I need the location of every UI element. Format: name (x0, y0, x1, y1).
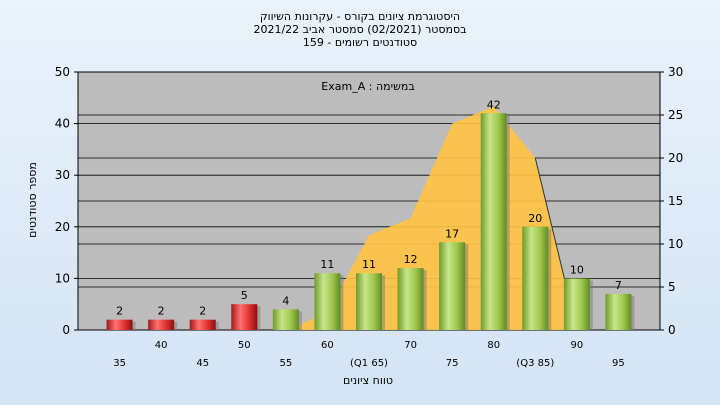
bar-95 (605, 293, 632, 330)
y-tick-label: 0 (62, 323, 70, 337)
chart-annotation: במשימה : Exam_A (321, 80, 414, 93)
x-tick-label: 40 (155, 340, 168, 351)
x-tick-label: 45 (196, 358, 209, 369)
y2-tick-label: 15 (668, 194, 683, 208)
data-label-80: 42 (487, 98, 501, 111)
x-tick-label: (Q1 65) (350, 358, 388, 369)
x-tick-label: (Q3 85) (516, 358, 554, 369)
x-tick-label: 70 (404, 340, 417, 351)
bar-85 (522, 226, 549, 330)
y2-tick-label: 20 (668, 151, 683, 165)
chart-title-block: היסטוגרמת ציונים בקורס - עקרונות השיווק … (0, 10, 720, 49)
data-label-55: 4 (282, 294, 289, 307)
x-tick-label: 60 (321, 340, 334, 351)
data-label-90: 10 (570, 263, 584, 276)
data-label-65: 11 (362, 258, 376, 271)
bar-55 (272, 309, 299, 330)
bar-50 (231, 304, 258, 330)
y-tick-label: 10 (55, 271, 70, 285)
y2-tick-label: 25 (668, 108, 683, 122)
data-label-75: 17 (445, 227, 459, 240)
x-tick-label: 50 (238, 340, 251, 351)
bar-60 (314, 273, 341, 330)
data-label-85: 20 (528, 212, 542, 225)
x-tick-label: 90 (570, 340, 583, 351)
data-label-35: 2 (116, 305, 123, 318)
data-label-70: 12 (404, 253, 418, 266)
bar-90 (563, 278, 590, 330)
bar-40 (148, 319, 175, 330)
data-label-95: 7 (615, 279, 622, 292)
bar-65 (356, 273, 382, 330)
bar-45 (189, 319, 216, 330)
y-tick-label: 20 (55, 220, 70, 234)
x-axis-label: טווח ציונים (343, 374, 393, 387)
y-axis-right: 0 5 10 15 20 25 30 (660, 65, 683, 337)
chart-title-line-2: בסמסטר (02/2021) סמסטר אביב 2021/22 (253, 23, 467, 36)
y2-tick-label: 30 (668, 65, 683, 79)
x-tick-label: 35 (113, 358, 126, 369)
x-tick-label: 95 (612, 358, 625, 369)
data-label-50: 5 (241, 289, 248, 302)
bar-75 (439, 242, 466, 330)
bar-70 (397, 268, 424, 330)
y-tick-label: 30 (55, 168, 70, 182)
x-tick-label: 75 (446, 358, 459, 369)
y2-tick-label: 0 (668, 323, 676, 337)
y-axis-label: מספר סטודנטים (26, 162, 39, 238)
bars-group (106, 113, 635, 330)
data-label-60: 11 (320, 258, 334, 271)
x-axis: 35 40 45 50 55 60 (Q1 65) 70 75 80 (Q3 85) 90 95 (113, 340, 625, 369)
y-tick-label: 50 (55, 65, 70, 79)
data-label-40: 2 (158, 305, 165, 318)
y-tick-label: 40 (55, 117, 70, 131)
data-label-45: 2 (199, 305, 206, 318)
chart-title-line-3: סטודנטים רשומים - 159 (302, 36, 418, 49)
y2-tick-label: 10 (668, 237, 683, 251)
x-tick-label: 55 (279, 358, 292, 369)
chart-title-line-1: היסטוגרמת ציונים בקורס - עקרונות השיווק (259, 10, 461, 23)
y2-tick-label: 5 (668, 280, 676, 294)
data-labels-group: 2 2 2 5 4 11 11 12 17 42 20 10 7 (116, 98, 622, 317)
bar-80 (480, 113, 507, 330)
bar-35 (106, 319, 133, 330)
x-tick-label: 80 (487, 340, 500, 351)
y-axis-left: 0 10 20 30 40 50 (55, 65, 78, 337)
